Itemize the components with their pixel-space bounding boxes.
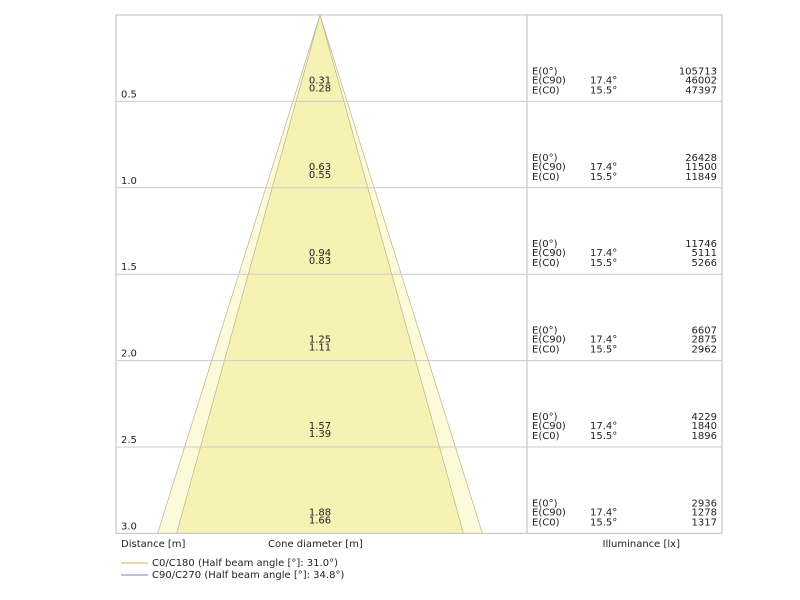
half-angle: 17.4° [590, 75, 617, 86]
e-label: E(C0) [532, 517, 560, 528]
half-angle: 15.5° [590, 431, 617, 442]
illuminance-value: 4229 [692, 412, 717, 423]
half-angle: 15.5° [590, 258, 617, 269]
e-label: E(0°) [532, 153, 558, 164]
e-label: E(C90) [532, 248, 566, 259]
illuminance-value: 26428 [685, 153, 717, 164]
illuminance-value: 6607 [692, 326, 717, 337]
illuminance-value: 2936 [692, 498, 717, 509]
illuminance-value: 2875 [692, 335, 717, 346]
illuminance-value: 105713 [679, 66, 717, 77]
e-label: E(0°) [532, 66, 558, 77]
illuminance-value: 11849 [685, 172, 717, 183]
illuminance-value: 2962 [692, 345, 717, 356]
illuminance-axis-label: Illuminance [lx] [603, 539, 681, 550]
diameter-c90: 1.57 [309, 421, 331, 432]
diameter-c0: 0.55 [309, 170, 331, 181]
e-label: E(0°) [532, 326, 558, 337]
half-angle: 17.4° [590, 248, 617, 259]
illuminance-value: 5111 [692, 248, 717, 259]
distance-label: 2.5 [121, 435, 137, 446]
half-angle: 15.5° [590, 172, 617, 183]
e-label: E(C90) [532, 421, 566, 432]
cone-axis-label: Cone diameter [m] [268, 539, 363, 550]
e-label: E(C0) [532, 345, 560, 356]
illuminance-value: 11746 [685, 239, 717, 250]
diameter-c0: 0.83 [309, 256, 331, 267]
distance-label: 0.5 [121, 89, 137, 100]
legend-label: C0/C180 (Half beam angle [°]: 31.0°) [152, 558, 338, 569]
diameter-c0: 1.11 [309, 343, 331, 354]
illuminance-value: 11500 [685, 162, 717, 173]
illuminance-value: 5266 [692, 258, 717, 269]
diameter-c0: 1.39 [309, 429, 331, 440]
illuminance-value: 1317 [692, 517, 717, 528]
illuminance-value: 1278 [692, 507, 717, 518]
e-label: E(C90) [532, 507, 566, 518]
diameter-c90: 1.88 [309, 507, 331, 518]
e-label: E(C90) [532, 335, 566, 346]
diameter-c90: 0.63 [309, 162, 331, 173]
e-label: E(0°) [532, 498, 558, 509]
illuminance-value: 47397 [685, 85, 717, 96]
half-angle: 17.4° [590, 421, 617, 432]
diameter-c0: 1.66 [309, 515, 331, 526]
legend-label: C90/C270 (Half beam angle [°]: 34.8°) [152, 570, 344, 581]
half-angle: 17.4° [590, 507, 617, 518]
distance-label: 3.0 [121, 521, 137, 532]
half-angle: 15.5° [590, 85, 617, 96]
e-label: E(C0) [532, 85, 560, 96]
e-label: E(0°) [532, 239, 558, 250]
e-label: E(C0) [532, 258, 560, 269]
illuminance-value: 1840 [692, 421, 717, 432]
diameter-c90: 1.25 [309, 335, 331, 346]
half-angle: 17.4° [590, 162, 617, 173]
illuminance-value: 1896 [692, 431, 717, 442]
illuminance-value: 46002 [685, 75, 717, 86]
e-label: E(C90) [532, 162, 566, 173]
diameter-c0: 0.28 [309, 83, 331, 94]
distance-label: 1.0 [121, 176, 137, 187]
half-angle: 15.5° [590, 345, 617, 356]
distance-axis-label: Distance [m] [121, 539, 186, 550]
diameter-c90: 0.31 [309, 75, 331, 86]
e-label: E(C0) [532, 172, 560, 183]
distance-label: 2.0 [121, 349, 137, 360]
e-label: E(C0) [532, 431, 560, 442]
half-angle: 17.4° [590, 335, 617, 346]
diameter-c90: 0.94 [309, 248, 331, 259]
e-label: E(C90) [532, 75, 566, 86]
distance-label: 1.5 [121, 262, 137, 273]
half-angle: 15.5° [590, 517, 617, 528]
e-label: E(0°) [532, 412, 558, 423]
